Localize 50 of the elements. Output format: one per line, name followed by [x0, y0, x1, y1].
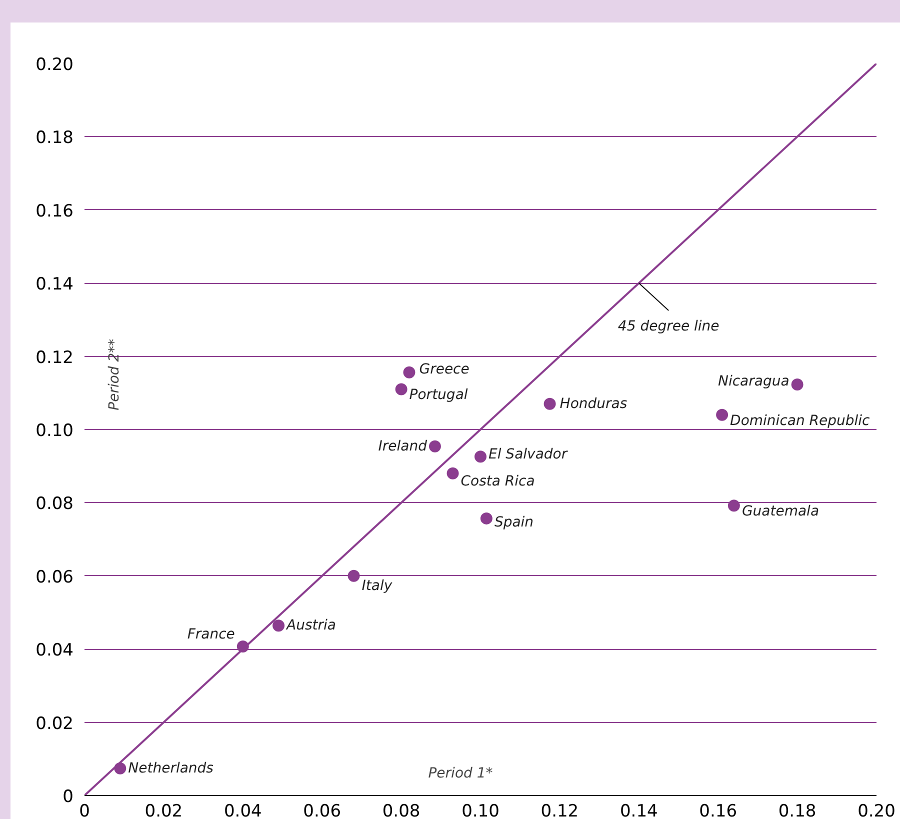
x-tick-label: 0.10: [462, 802, 500, 819]
point: [403, 366, 416, 378]
point: [480, 512, 492, 524]
y-tick-label: 0.16: [36, 201, 74, 222]
x-tick-label: 0.04: [224, 802, 262, 819]
annotation: Guatemala: [742, 504, 820, 520]
point: [728, 500, 740, 512]
annotation: Dominican Republic: [730, 412, 870, 429]
y-tick-label: 0.06: [36, 567, 74, 588]
x-tick-label: 0.18: [778, 802, 816, 819]
annotation: Ireland: [378, 438, 428, 454]
annotation: Netherlands: [128, 760, 214, 776]
x-tick-label: 0.02: [144, 802, 183, 819]
x-tick-label: 0.20: [858, 802, 896, 819]
annotation: Spain: [494, 514, 534, 530]
annotation: Nicaragua: [718, 373, 790, 390]
x-tick-label: 0.14: [620, 802, 658, 819]
point: [716, 408, 728, 421]
x-tick-label: 0.06: [303, 802, 342, 819]
y-tick-label: 0.18: [36, 128, 74, 148]
annotation: France: [187, 626, 235, 643]
annotation: Austria: [286, 618, 336, 634]
point: [474, 450, 486, 463]
x-tick-label: 0: [79, 802, 90, 819]
annotation: Greece: [419, 361, 470, 378]
point: [791, 378, 804, 390]
y-tick-label: 0.14: [36, 274, 74, 295]
point: [544, 398, 556, 410]
annotation: 45 degree line: [618, 318, 720, 335]
y-axis-title: Period 2**: [106, 338, 122, 410]
y-tick-label: 0.02: [36, 714, 74, 734]
y-tick-label: 0.12: [36, 348, 74, 368]
annotation: Honduras: [560, 396, 628, 412]
point: [446, 467, 459, 480]
annotation: Portugal: [409, 387, 468, 404]
x-axis-title: Period 1*: [428, 766, 493, 782]
point: [348, 570, 360, 582]
x-tick-label: 0.08: [382, 802, 420, 819]
annotation: Costa Rica: [460, 473, 535, 490]
x-tick-label: 0.12: [540, 802, 579, 819]
point: [272, 620, 285, 632]
annotation: Italy: [362, 578, 393, 594]
y-tick-label: 0.08: [36, 494, 74, 514]
point: [428, 440, 441, 452]
y-tick-label: 0.04: [36, 640, 74, 661]
x-tick-label: 0.16: [699, 802, 738, 819]
annotation: El Salvador: [488, 446, 568, 463]
y-tick-label: 0.10: [36, 421, 74, 441]
y-tick-label: 0.20: [36, 55, 74, 75]
point: [395, 383, 408, 396]
